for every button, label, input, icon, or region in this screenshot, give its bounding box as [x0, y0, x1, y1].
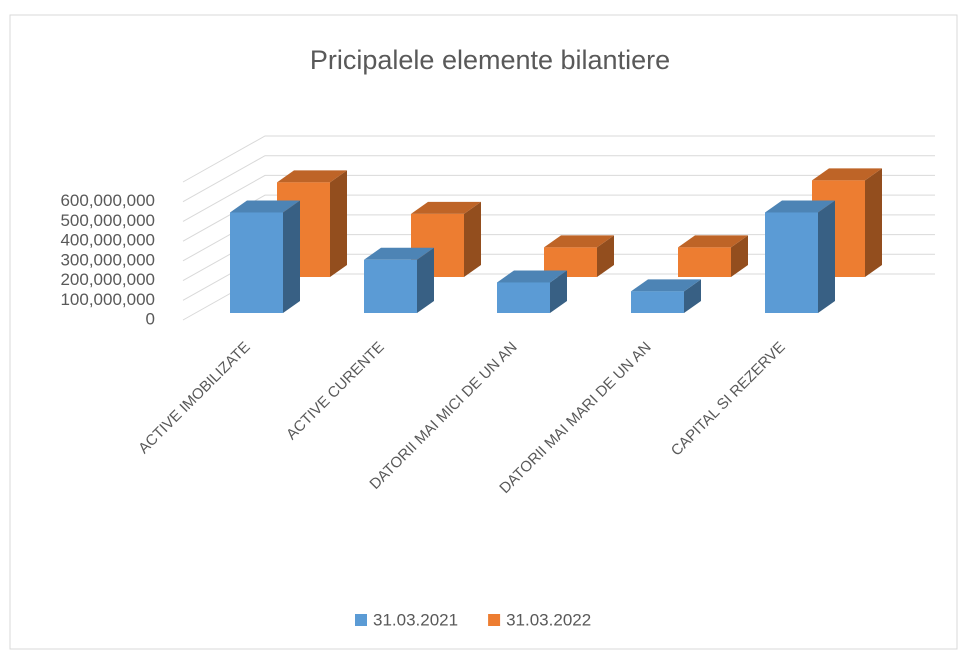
bar-front	[765, 212, 818, 313]
bar-top	[364, 247, 434, 260]
bar-front	[631, 291, 684, 313]
legend-swatch	[355, 614, 367, 626]
bar	[678, 235, 748, 277]
bar-side	[731, 235, 748, 277]
bar-front	[364, 259, 417, 313]
bar-side	[550, 270, 567, 313]
bar	[631, 279, 701, 313]
chart-frame	[9, 14, 958, 650]
legend-swatch	[488, 614, 501, 626]
bar-top	[631, 279, 701, 292]
bar-side	[417, 247, 434, 313]
bar	[765, 200, 835, 313]
legend-label: 31.03.2021	[373, 610, 458, 629]
bar-front	[678, 247, 731, 277]
bar-side	[330, 170, 347, 277]
bar	[411, 201, 481, 277]
wall-frame	[182, 135, 935, 183]
y-tick-label: 100,000,000	[60, 290, 155, 309]
bar-side	[597, 235, 614, 277]
bar	[497, 270, 567, 313]
bar-top	[277, 170, 347, 183]
y-tick-label: 400,000,000	[60, 231, 155, 250]
bar	[364, 247, 434, 313]
bar-side	[684, 279, 701, 313]
y-tick-label: 600,000,000	[60, 191, 155, 210]
bar-top	[497, 270, 567, 283]
legend-label: 31.03.2022	[506, 610, 591, 629]
bar-top	[765, 200, 835, 213]
bar-top	[230, 200, 300, 213]
y-tick-label: 500,000,000	[60, 211, 155, 230]
grid-line	[182, 194, 935, 242]
y-tick-label: 200,000,000	[60, 270, 155, 289]
grid-line	[182, 174, 935, 222]
bar-front	[230, 212, 283, 313]
grid-line	[182, 155, 935, 203]
bar-side	[464, 201, 481, 277]
bar	[230, 200, 300, 313]
chart-title: Pricipalele elemente bilantiere	[310, 45, 670, 75]
bar-top	[812, 168, 882, 181]
bar-top	[678, 235, 748, 248]
bar-top	[544, 235, 614, 248]
bar-top	[411, 201, 481, 214]
bar-front	[497, 282, 550, 313]
y-tick-label: 300,000,000	[60, 250, 155, 269]
y-tick-label: 0	[146, 309, 155, 328]
bar-side	[283, 200, 300, 313]
bar-side	[865, 168, 882, 277]
bar-side	[818, 200, 835, 313]
